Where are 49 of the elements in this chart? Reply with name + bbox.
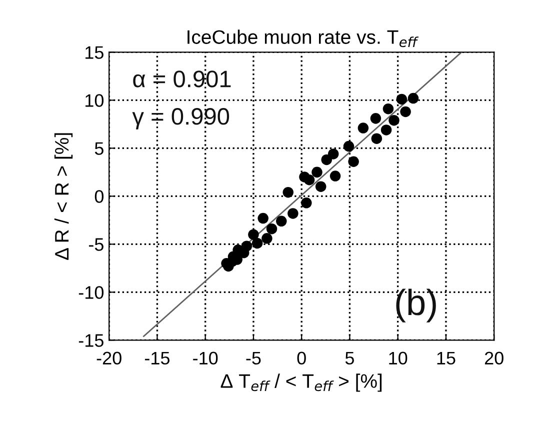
annotation: γ = 0.990	[132, 108, 230, 130]
y-tick-label: 10	[86, 94, 104, 107]
y-tick-label: 0	[94, 190, 104, 203]
point	[396, 94, 408, 105]
y-tick-label: -15	[78, 334, 104, 347]
annotation: (b)	[396, 288, 436, 322]
y-tick-label: 5	[94, 142, 104, 155]
point	[282, 186, 294, 198]
y-axis-title: Δ R / < R > [%]	[54, 133, 73, 260]
point	[276, 216, 287, 227]
point	[266, 223, 278, 234]
chart-title: IceCube muon rate vs. T$_{eff}$	[188, 30, 419, 48]
point	[252, 238, 263, 249]
point	[304, 174, 315, 186]
y-tick-label: -5	[88, 238, 104, 251]
annotation: α = 0.901	[133, 70, 231, 88]
x-tick-label: -5	[246, 352, 261, 365]
point	[380, 124, 392, 136]
x-tick-label: -10	[193, 352, 218, 365]
point	[328, 148, 339, 160]
x-tick-label: 20	[484, 352, 504, 365]
point	[358, 122, 369, 134]
x-axis-title: Δ T$_{eff}$ / < T$_{eff}$ > [%]	[220, 374, 382, 392]
point	[288, 208, 298, 219]
x-tick-label: -20	[96, 352, 122, 365]
point	[330, 170, 341, 182]
x-tick-label: 15	[437, 352, 456, 365]
point	[262, 233, 272, 244]
point	[408, 92, 419, 104]
point	[382, 103, 394, 114]
point	[388, 114, 400, 126]
y-tick-label: -10	[78, 286, 104, 299]
point	[371, 133, 382, 144]
point	[315, 181, 326, 192]
point	[400, 106, 411, 118]
point	[343, 140, 354, 152]
x-tick-label: 0	[297, 352, 306, 365]
x-tick-label: 5	[345, 352, 354, 365]
point	[301, 198, 312, 208]
x-tick-label: 10	[389, 352, 408, 365]
y-tick-label: 15	[86, 46, 104, 59]
point	[370, 113, 382, 124]
point	[258, 212, 268, 224]
point	[248, 229, 259, 240]
point	[226, 256, 238, 267]
x-tick-label: -15	[144, 352, 170, 365]
point	[321, 154, 332, 166]
point	[312, 166, 322, 178]
point	[348, 156, 359, 168]
